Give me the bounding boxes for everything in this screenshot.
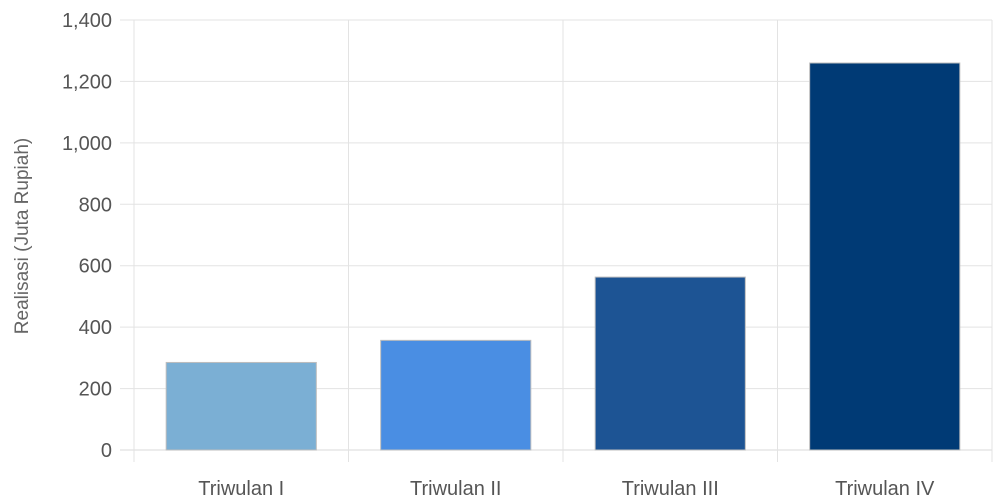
y-tick-label: 800 bbox=[79, 194, 112, 216]
y-tick-label: 200 bbox=[79, 379, 112, 401]
bar-2 bbox=[380, 339, 532, 451]
y-axis-title: Realisasi (Juta Rupiah) bbox=[12, 138, 33, 334]
bar-1 bbox=[165, 361, 317, 451]
bar-3 bbox=[594, 276, 746, 451]
y-tick-label: 0 bbox=[101, 440, 112, 462]
y-tick-label: 1,200 bbox=[62, 71, 112, 93]
x-tick-label: Triwulan IV bbox=[835, 478, 935, 500]
x-tick-label: Triwulan I bbox=[198, 478, 284, 500]
x-tick-label: Triwulan II bbox=[410, 478, 502, 500]
y-tick-label: 1,000 bbox=[62, 133, 112, 155]
y-tick-label: 1,400 bbox=[62, 10, 112, 32]
bar-4 bbox=[809, 62, 961, 451]
y-tick-label: 400 bbox=[79, 317, 112, 339]
y-axis-ticks: 0 200 400 600 800 1,000 1,200 1,400 bbox=[62, 10, 112, 462]
y-tick-label: 600 bbox=[79, 256, 112, 278]
bars bbox=[165, 62, 961, 451]
x-axis-ticks: Triwulan I Triwulan II Triwulan III Triwula… bbox=[198, 478, 935, 500]
x-tick-label: Triwulan III bbox=[622, 478, 719, 500]
